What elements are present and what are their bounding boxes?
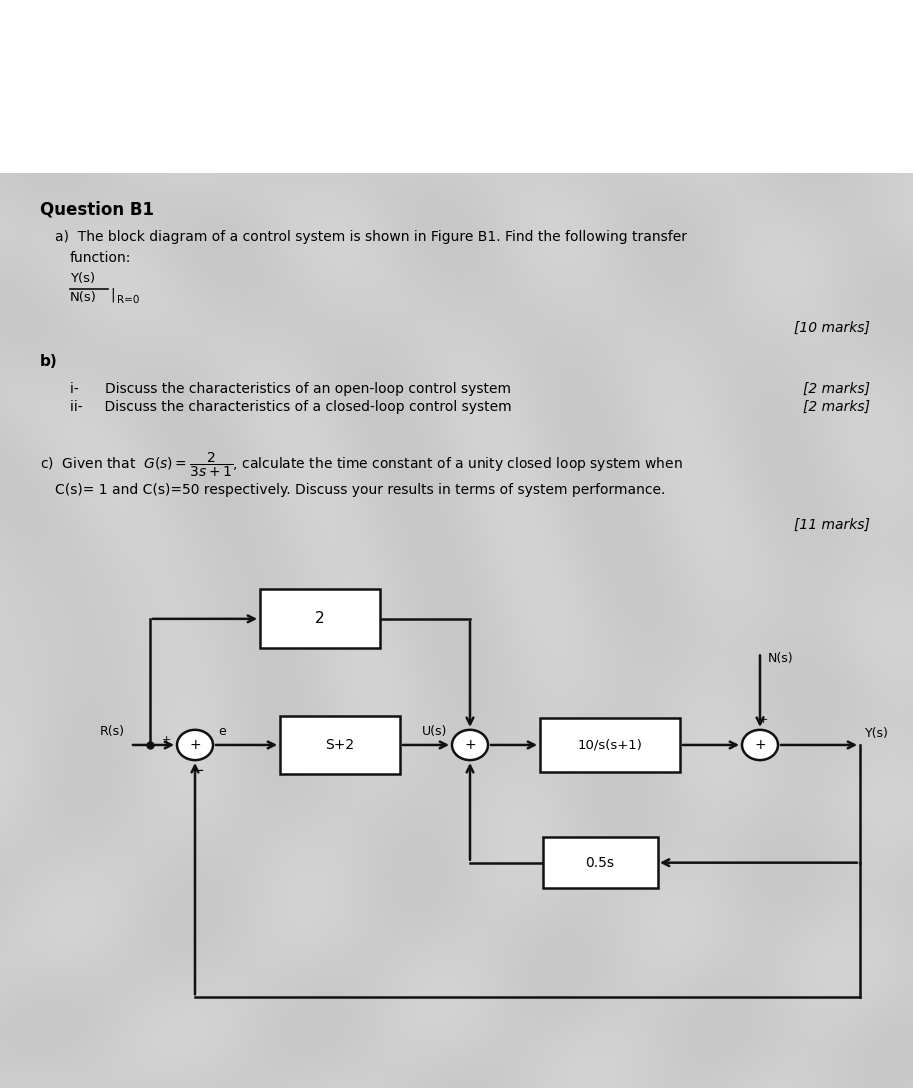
Text: U(s): U(s) (422, 726, 447, 739)
Text: c)  Given that  $G(s) = \dfrac{2}{3s+1}$, calculate the time constant of a unity: c) Given that $G(s) = \dfrac{2}{3s+1}$, … (40, 450, 683, 479)
Bar (542, 838, 657, 888)
Circle shape (177, 730, 213, 761)
Text: [11 marks]: [11 marks] (794, 518, 870, 532)
Bar (260, 590, 380, 648)
Bar (540, 718, 680, 772)
Text: [2 marks]: [2 marks] (803, 400, 870, 415)
Text: 0.5s: 0.5s (585, 855, 614, 869)
Text: function:: function: (70, 250, 131, 264)
Text: ii-     Discuss the characteristics of a closed-loop control system: ii- Discuss the characteristics of a clo… (70, 400, 511, 415)
Text: N(s): N(s) (70, 290, 97, 304)
Bar (280, 716, 400, 775)
Text: N(s): N(s) (768, 653, 793, 666)
Circle shape (452, 730, 488, 761)
Text: [2 marks]: [2 marks] (803, 382, 870, 396)
Text: [10 marks]: [10 marks] (794, 320, 870, 334)
Text: 2: 2 (315, 611, 325, 627)
Text: |: | (110, 287, 115, 302)
Text: R(s): R(s) (100, 726, 125, 739)
Text: +: + (189, 738, 201, 752)
Circle shape (742, 730, 778, 761)
Text: 10/s(s+1): 10/s(s+1) (578, 739, 643, 752)
Text: a)  The block diagram of a control system is shown in Figure B1. Find the follow: a) The block diagram of a control system… (55, 231, 687, 245)
Text: +: + (464, 738, 476, 752)
Text: R=0: R=0 (117, 295, 140, 305)
Text: +: + (162, 734, 171, 745)
Text: i-      Discuss the characteristics of an open-loop control system: i- Discuss the characteristics of an ope… (70, 382, 511, 396)
Text: Y(s): Y(s) (70, 272, 95, 285)
Text: +: + (759, 715, 768, 725)
Text: C(s)= 1 and C(s)=50 respectively. Discuss your results in terms of system perfor: C(s)= 1 and C(s)=50 respectively. Discus… (55, 483, 666, 496)
Text: S+2: S+2 (325, 738, 354, 752)
Text: Y(s): Y(s) (865, 727, 889, 740)
Text: e: e (218, 726, 226, 739)
Text: b): b) (40, 354, 58, 369)
Text: Question B1: Question B1 (40, 200, 154, 219)
Text: +: + (754, 738, 766, 752)
Text: −: − (192, 764, 205, 778)
